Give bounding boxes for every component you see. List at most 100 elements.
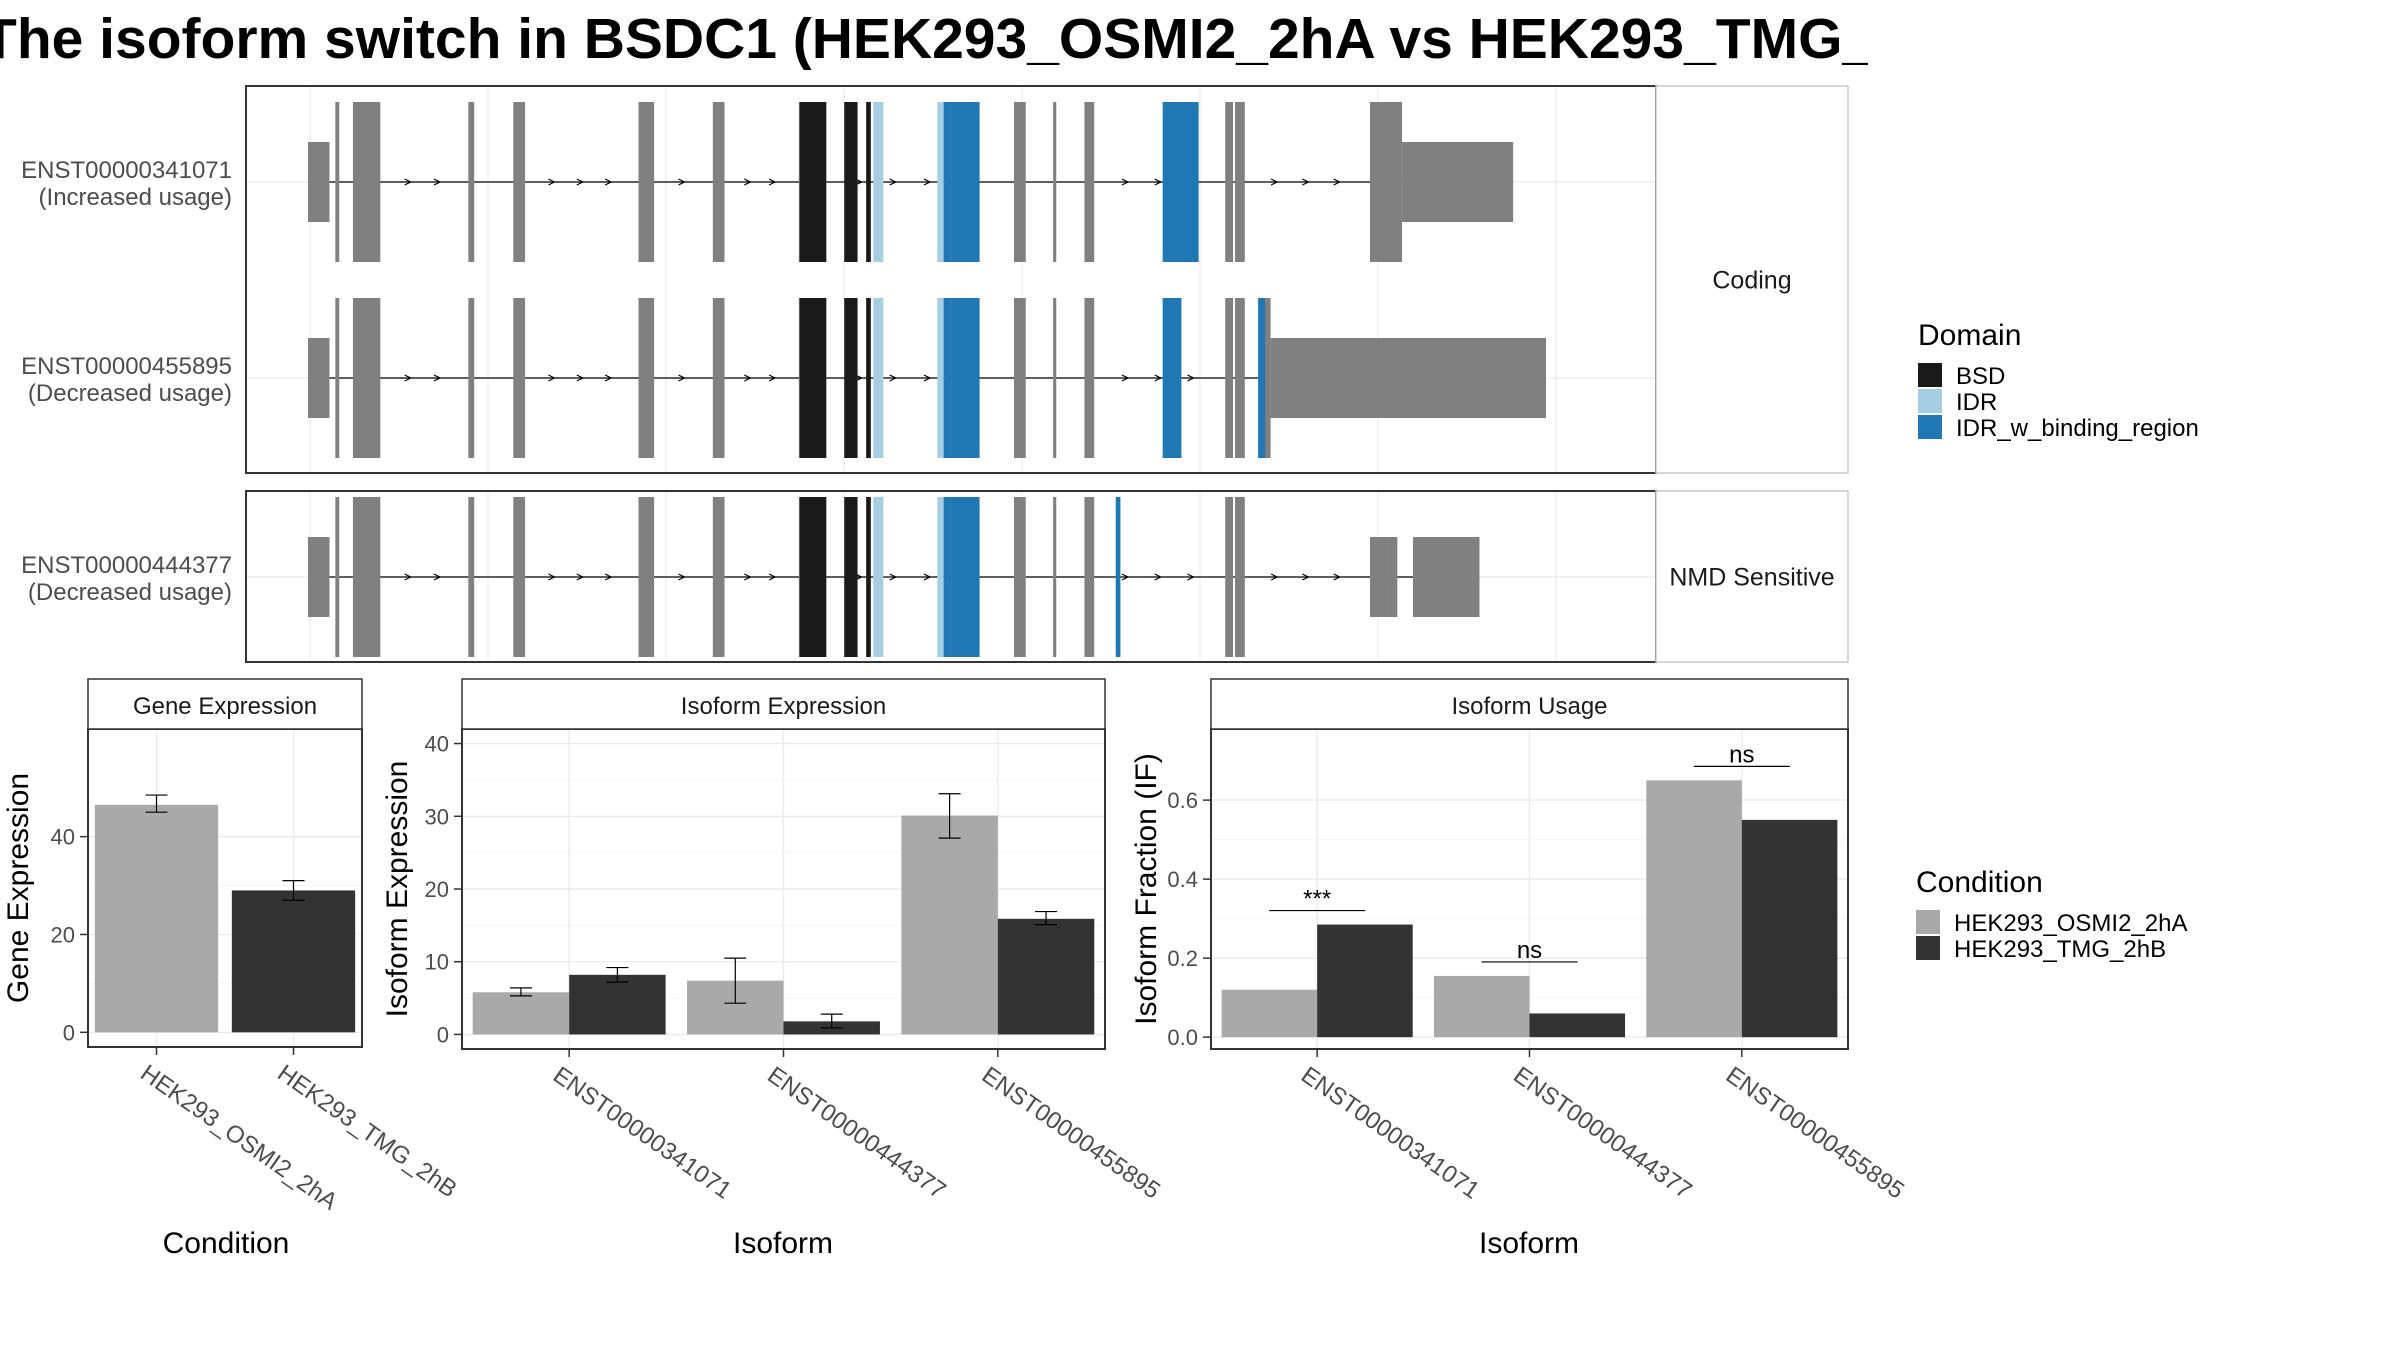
coding-exon: [352, 298, 381, 458]
coding-exon: [638, 298, 655, 458]
direction-arrow: [548, 374, 556, 382]
coding-exon: [712, 497, 725, 657]
bar: [231, 890, 356, 1033]
domain-BSD: [844, 298, 858, 458]
structure-panel-2: ENST00000444377(Decreased usage) NMD Sens…: [21, 490, 1849, 663]
bar: [1433, 975, 1530, 1038]
domain-BSD: [844, 497, 858, 657]
facet-strip-label: NMD Sensitive: [1669, 564, 1834, 592]
direction-arrow: [604, 178, 613, 186]
coding-exon: [352, 102, 381, 262]
utr-exon: [307, 537, 330, 617]
significance-label: ns: [1517, 937, 1542, 964]
coding-exon: [468, 298, 475, 458]
x-axis-title: Condition: [163, 1227, 290, 1260]
direction-arrow: [768, 178, 777, 186]
y-axis-title: Gene Expression: [2, 773, 35, 1003]
facet-strip-label: Isoform Usage: [1451, 693, 1607, 720]
domain-legend-title: Domain: [1918, 319, 2021, 352]
coding-exon: [513, 298, 526, 458]
facet-strip-label: Coding: [1712, 267, 1791, 295]
direction-arrow: [576, 573, 585, 581]
significance-label: ns: [1729, 741, 1754, 768]
utr-exon: [307, 338, 330, 418]
domain-IDR: [937, 102, 944, 262]
y-tick-label: 0: [63, 1020, 75, 1045]
direction-arrow: [923, 374, 932, 382]
y-tick-label: 10: [425, 950, 449, 975]
domain-IDR_w_binding_region: [1162, 298, 1182, 458]
direction-arrow: [1154, 573, 1163, 581]
chart-title: The isoform switch in BSDC1 (HEK293_OSMI…: [0, 7, 1868, 71]
facet-strip: [1655, 490, 1849, 663]
domain-IDR: [873, 298, 884, 458]
direction-arrow: [1121, 573, 1130, 581]
domain-legend-label: IDR_w_binding_region: [1956, 415, 2199, 442]
facet-strip: [1210, 678, 1849, 730]
coding-exon: [712, 298, 725, 458]
coding-exon: [468, 497, 475, 657]
y-tick-label: 0.2: [1167, 946, 1198, 971]
direction-arrow: [576, 374, 585, 382]
direction-arrow: [889, 178, 898, 186]
x-axis-title: Isoform: [1479, 1227, 1579, 1260]
domain-legend-key: [1918, 389, 1942, 413]
structure-panel-1: ENST00000341071(Increased usage)ENST0000…: [21, 85, 1849, 474]
transcript-ENST00000455895: ENST00000455895(Decreased usage): [21, 298, 1546, 458]
significance-label: ***: [1303, 886, 1331, 913]
coding-exon: [1225, 102, 1234, 262]
chart-title-area: The isoform switch in BSDC1 (HEK293_OSMI…: [0, 0, 1868, 82]
x-tick-label: ENST00000341071: [548, 1062, 736, 1205]
domain-legend-key: [1918, 363, 1942, 387]
y-axis-title: Isoform Expression: [381, 761, 414, 1018]
transcript-label-id: ENST00000455895: [21, 353, 232, 380]
utr-exon: [307, 142, 330, 222]
bar: [901, 815, 998, 1035]
direction-arrow: [1121, 374, 1130, 382]
bar: [1221, 989, 1318, 1038]
domain-BSD: [799, 298, 827, 458]
domain-IDR_w_binding_region: [1162, 102, 1199, 262]
domain-IDR: [873, 102, 884, 262]
domain-BSD: [866, 497, 871, 657]
x-tick-label: ENST00000341071: [1296, 1062, 1484, 1205]
domain-BSD: [866, 298, 871, 458]
bar-chart-2: 0 10 20 30 40 ENST00000341071 ENST00000444377 E…: [381, 678, 1165, 1260]
domain-IDR_w_binding_region: [951, 497, 980, 657]
direction-arrow: [1121, 178, 1130, 186]
coding-exon: [1369, 102, 1403, 262]
condition-legend-label: HEK293_TMG_2hB: [1954, 936, 2166, 963]
domain-BSD: [866, 102, 871, 262]
direction-arrow: [1302, 573, 1310, 581]
coding-exon: [1084, 298, 1095, 458]
coding-exon: [1014, 298, 1026, 458]
coding-exon: [1084, 102, 1095, 262]
direction-arrow: [923, 178, 932, 186]
bar: [1317, 924, 1413, 1038]
y-tick-label: 0: [437, 1022, 449, 1047]
transcript-label-usage: (Increased usage): [39, 184, 232, 211]
y-tick-label: 40: [51, 825, 75, 850]
y-tick-label: 0.0: [1167, 1025, 1198, 1050]
coding-exon: [1235, 298, 1245, 458]
bar: [472, 992, 570, 1035]
transcript-label-id: ENST00000444377: [21, 552, 232, 579]
direction-arrow: [604, 573, 613, 581]
direction-arrow: [768, 573, 777, 581]
facet-strip: [461, 678, 1106, 730]
y-tick-label: 20: [425, 877, 449, 902]
direction-arrow: [889, 573, 898, 581]
direction-arrow: [433, 573, 442, 581]
y-tick-label: 0.6: [1167, 788, 1198, 813]
domain-IDR_w_binding_region: [951, 298, 980, 458]
domain-IDR_w_binding_region: [1258, 298, 1266, 458]
coding-exon: [712, 102, 725, 262]
direction-arrow: [404, 178, 413, 186]
direction-arrow: [744, 573, 752, 581]
coding-exon: [1235, 102, 1245, 262]
direction-arrow: [1154, 178, 1163, 186]
domain-IDR: [937, 298, 944, 458]
direction-arrow: [744, 374, 752, 382]
